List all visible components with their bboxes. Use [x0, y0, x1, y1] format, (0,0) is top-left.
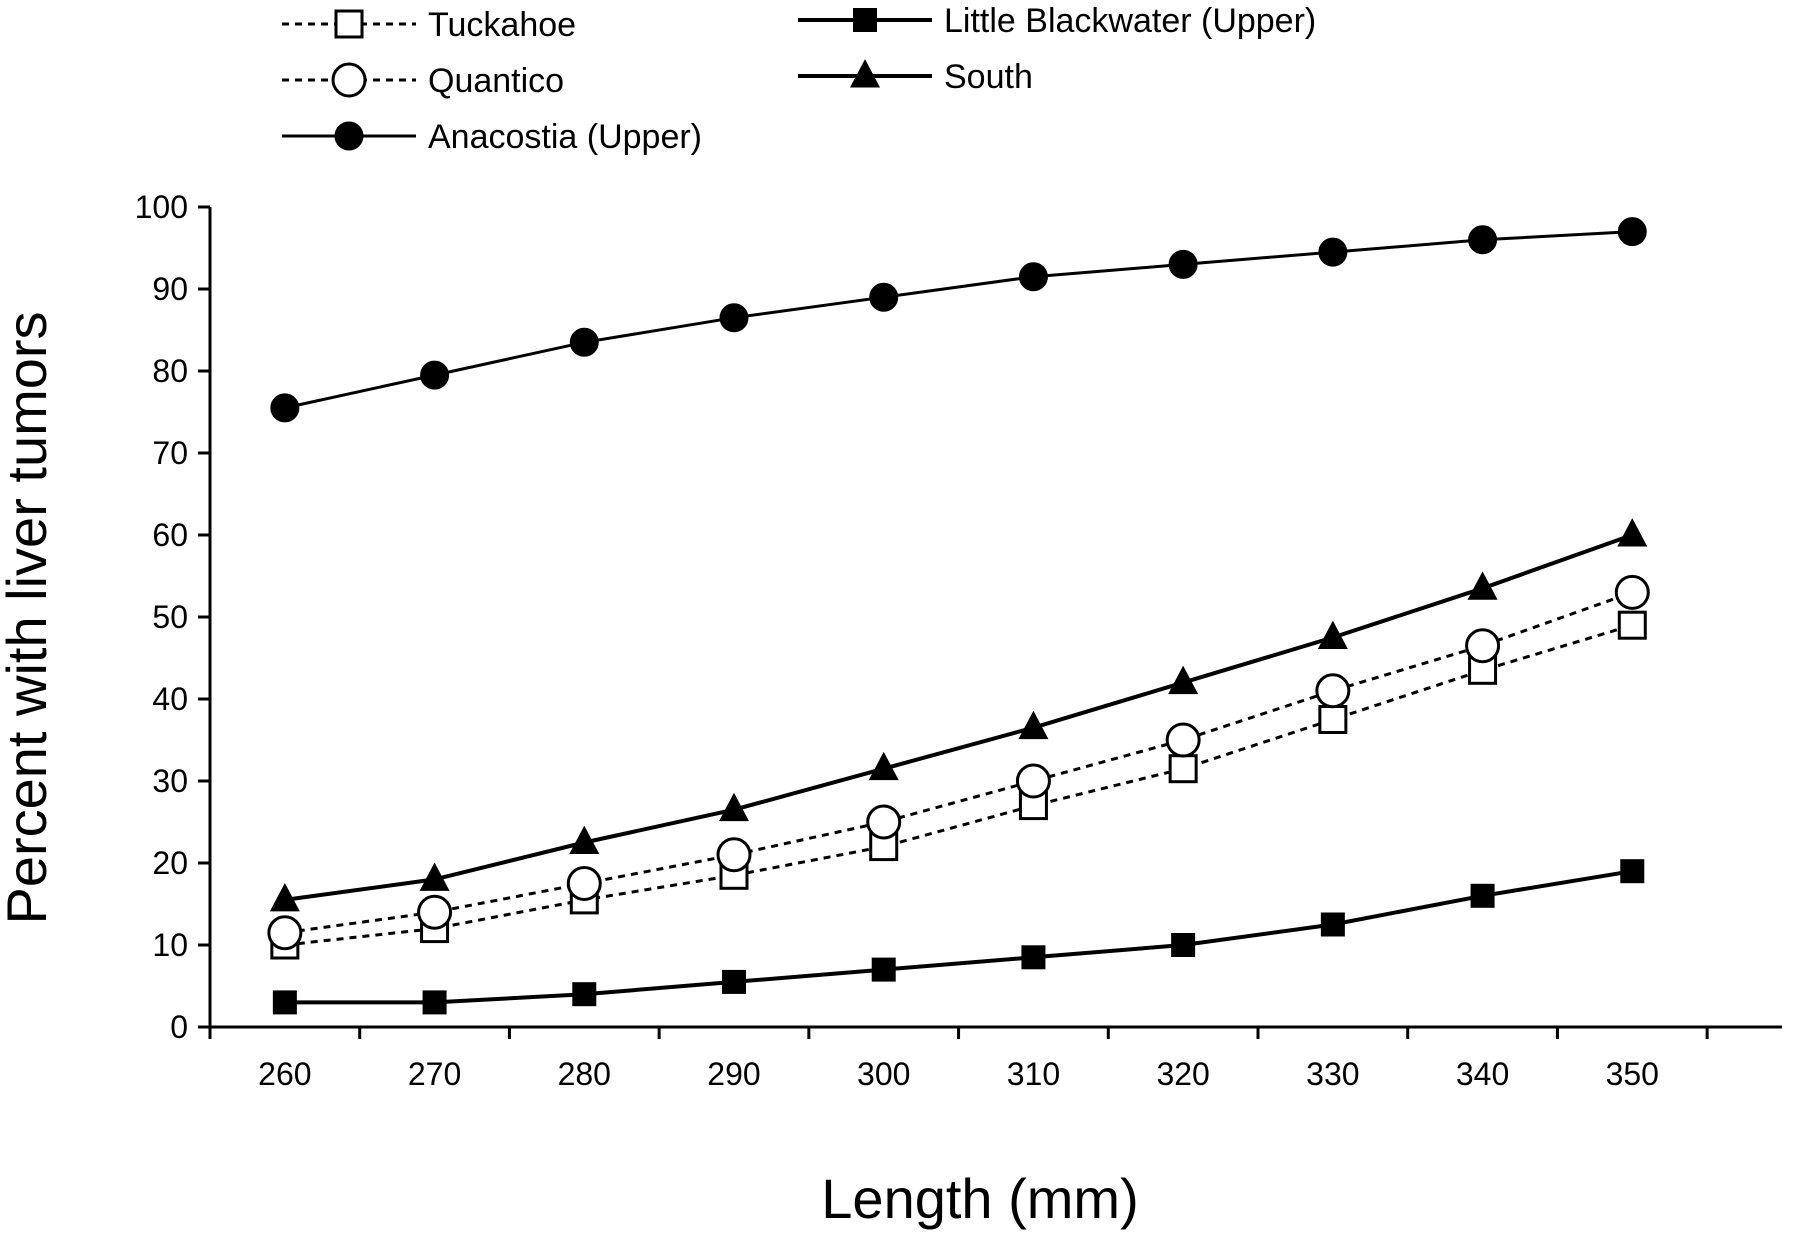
data-point-little-blackwater-upper [1320, 912, 1345, 937]
data-point-tuckahoe [1617, 610, 1647, 640]
data-point-little-blackwater-upper [1470, 883, 1495, 908]
legend-item-little-blackwater-upper: Little Blackwater (Upper) [798, 2, 1316, 40]
x-tick-label: 350 [1606, 1056, 1659, 1092]
series-line-tuckahoe [284, 623, 1633, 947]
data-point-anacostia-upper [869, 282, 899, 312]
x-tick-label: 340 [1456, 1056, 1509, 1092]
data-point-anacostia-upper [1168, 249, 1198, 279]
data-point-quantico [417, 894, 453, 930]
y-tick-label: 0 [170, 1009, 188, 1045]
data-point-little-blackwater-upper [722, 969, 746, 994]
legend-label: South [944, 58, 1033, 96]
data-point-little-blackwater-upper [871, 957, 896, 982]
data-point-anacostia-upper [1617, 217, 1647, 247]
data-point-quantico [1614, 574, 1650, 610]
data-point-little-blackwater-upper [1021, 945, 1046, 970]
data-point-south [1317, 620, 1348, 649]
data-point-anacostia-upper [1318, 237, 1348, 267]
data-point-quantico [1465, 628, 1501, 664]
legend-marker [850, 59, 880, 88]
x-tick-label: 280 [558, 1056, 611, 1092]
legend-label: Quantico [428, 62, 564, 100]
legend-item-quantico: Quantico [282, 62, 564, 100]
data-point-south [269, 882, 300, 912]
data-point-anacostia-upper [1468, 225, 1498, 255]
legend-item-anacostia-upper: Anacostia (Upper) [282, 118, 702, 156]
legend-label: Little Blackwater (Upper) [944, 2, 1316, 40]
data-point-quantico [866, 804, 902, 840]
data-point-quantico [566, 866, 602, 901]
series-line-quantico [284, 590, 1633, 935]
data-point-little-blackwater-upper [272, 990, 297, 1015]
y-axis-title: Percent with liver tumors [0, 311, 58, 924]
series-anacostia-upper [270, 217, 1647, 423]
series-quantico [267, 574, 1650, 951]
series-line-little-blackwater-upper [284, 869, 1633, 1005]
data-point-little-blackwater-upper [1171, 933, 1196, 957]
y-tick-label: 60 [152, 517, 188, 553]
data-point-south [1018, 710, 1049, 740]
legend-label: Anacostia (Upper) [428, 118, 702, 156]
y-tick-label: 50 [152, 599, 188, 635]
data-point-anacostia-upper [270, 393, 300, 423]
axes: 0 10 20 30 40 50 60 70 80 90 100 260 270 280 290 300 310… [135, 189, 1782, 1092]
data-point-little-blackwater-upper [572, 982, 597, 1007]
y-tick-label: 40 [152, 681, 188, 717]
legend-marker [334, 9, 364, 39]
data-point-south [719, 792, 749, 822]
x-tick-label: 260 [258, 1056, 311, 1092]
series-little-blackwater-upper [272, 859, 1645, 1015]
data-point-anacostia-upper [1018, 262, 1048, 292]
y-tick-label: 70 [152, 435, 188, 471]
x-tick-label: 320 [1156, 1056, 1209, 1092]
series-line-south [284, 533, 1633, 902]
data-point-south [1467, 571, 1498, 600]
legend-marker [853, 8, 877, 32]
data-point-quantico [1315, 673, 1351, 709]
legend-label: Tuckahoe [428, 6, 576, 44]
x-axis-title: Length (mm) [821, 1167, 1138, 1230]
series-south [269, 518, 1648, 912]
legend-item-south: South [798, 58, 1033, 96]
x-tick-label: 270 [408, 1056, 461, 1092]
x-tick-label: 310 [1007, 1056, 1060, 1092]
y-tick-label: 30 [152, 763, 188, 799]
data-point-anacostia-upper [420, 360, 450, 390]
data-point-quantico [267, 915, 303, 951]
legend: Tuckahoe Quantico Anacostia (Upper) Little … [282, 2, 1316, 156]
data-point-south [1168, 665, 1199, 695]
data-point-little-blackwater-upper [1620, 859, 1645, 884]
data-point-south [419, 862, 450, 891]
data-point-tuckahoe [1168, 754, 1198, 784]
y-tick-label: 90 [152, 271, 188, 307]
data-point-south [868, 751, 899, 781]
data-point-little-blackwater-upper [422, 990, 447, 1015]
y-tick-label: 80 [152, 353, 188, 389]
y-tick-label: 20 [152, 845, 188, 881]
legend-marker [331, 62, 367, 98]
x-tick-label: 300 [857, 1056, 910, 1092]
data-point-anacostia-upper [719, 303, 749, 333]
data-point-south [569, 825, 600, 854]
series-line-anacostia-upper [284, 230, 1633, 410]
legend-marker [334, 121, 364, 151]
data-point-anacostia-upper [569, 327, 599, 357]
series-layer [267, 217, 1650, 1015]
y-tick-label: 100 [135, 189, 188, 225]
data-point-south [1617, 518, 1648, 547]
data-point-quantico [716, 837, 752, 873]
data-point-quantico [1015, 763, 1051, 799]
data-point-tuckahoe [1318, 705, 1348, 734]
legend-item-tuckahoe: Tuckahoe [282, 6, 576, 44]
x-tick-label: 290 [707, 1056, 760, 1092]
x-tick-label: 330 [1306, 1056, 1359, 1092]
data-point-quantico [1165, 722, 1201, 758]
y-tick-label: 10 [152, 927, 188, 963]
